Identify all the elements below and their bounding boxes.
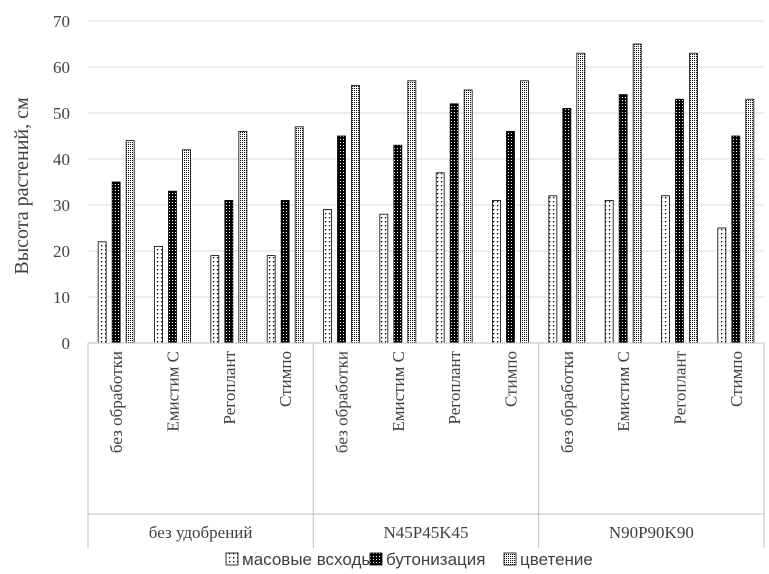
legend-swatch <box>225 552 239 566</box>
bar <box>379 213 389 344</box>
bar <box>168 190 177 344</box>
y-tick-label: 40 <box>53 150 70 169</box>
y-tick-label: 70 <box>53 12 70 31</box>
bar <box>604 199 614 344</box>
category-label: Стимпо <box>502 351 521 407</box>
category-labels: без обработки Емистим С Регоплант Стимпо без… <box>107 350 746 453</box>
bar <box>238 130 248 344</box>
bar <box>323 209 332 344</box>
group-labels: без удобрений N45P45K45 N90P90K90 <box>149 523 694 542</box>
bar <box>294 126 304 344</box>
y-axis-title: Высота растений, см <box>11 97 33 275</box>
bar <box>731 135 741 344</box>
category-label: Стимпо <box>727 351 746 407</box>
bar <box>97 241 107 344</box>
y-axis-ticks: 0 10 20 30 40 50 60 70 <box>53 12 70 353</box>
bar <box>182 149 191 344</box>
category-label: без обработки <box>333 351 352 453</box>
bar <box>717 227 727 344</box>
legend-label: масовые всходы <box>242 550 374 569</box>
category-label: без обработки <box>107 351 126 453</box>
bar <box>337 135 346 344</box>
bar <box>675 98 684 344</box>
y-tick-label: 30 <box>53 196 70 215</box>
legend-swatch <box>369 552 383 566</box>
bar <box>435 172 445 344</box>
bar <box>492 199 501 344</box>
group-label: N90P90K90 <box>609 523 694 542</box>
category-label: без обработки <box>558 351 577 453</box>
category-label: Регоплант <box>671 350 690 424</box>
group-label: N45P45K45 <box>383 523 468 542</box>
bar <box>125 140 135 344</box>
bar <box>463 89 473 344</box>
bar <box>210 255 220 344</box>
y-tick-label: 10 <box>53 288 70 307</box>
bar <box>661 195 670 344</box>
legend-swatch <box>503 552 517 566</box>
category-label: Емистим С <box>389 351 408 432</box>
gridlines <box>88 20 764 298</box>
y-tick-label: 60 <box>53 58 70 77</box>
category-label: Регоплант <box>445 350 464 424</box>
bar <box>449 103 459 344</box>
bar <box>618 94 628 344</box>
bar <box>548 195 558 344</box>
y-tick-label: 50 <box>53 104 70 123</box>
y-tick-label: 20 <box>53 242 70 261</box>
bar <box>562 108 572 344</box>
category-label: Емистим С <box>614 351 633 432</box>
bar <box>506 130 515 344</box>
bar <box>111 181 121 344</box>
bar <box>266 255 276 344</box>
group-label: без удобрений <box>149 523 253 542</box>
bar <box>224 199 234 344</box>
bar <box>407 80 417 344</box>
bar <box>520 80 529 344</box>
bar <box>280 199 290 344</box>
x-axis <box>87 342 765 548</box>
category-label: Регоплант <box>220 350 239 424</box>
category-label: Стимпо <box>276 351 295 407</box>
bar <box>154 245 163 344</box>
bar <box>745 98 755 344</box>
legend: масовые всходы бутонизация цветение <box>225 550 593 569</box>
bar <box>576 52 586 344</box>
legend-label: цветение <box>520 550 593 569</box>
bars <box>97 43 755 344</box>
bar <box>351 85 360 344</box>
bar <box>393 144 403 344</box>
legend-label: бутонизация <box>386 550 486 569</box>
y-tick-label: 0 <box>62 334 71 353</box>
bar <box>689 52 698 344</box>
category-label: Емистим С <box>164 351 183 432</box>
bar <box>632 43 642 344</box>
